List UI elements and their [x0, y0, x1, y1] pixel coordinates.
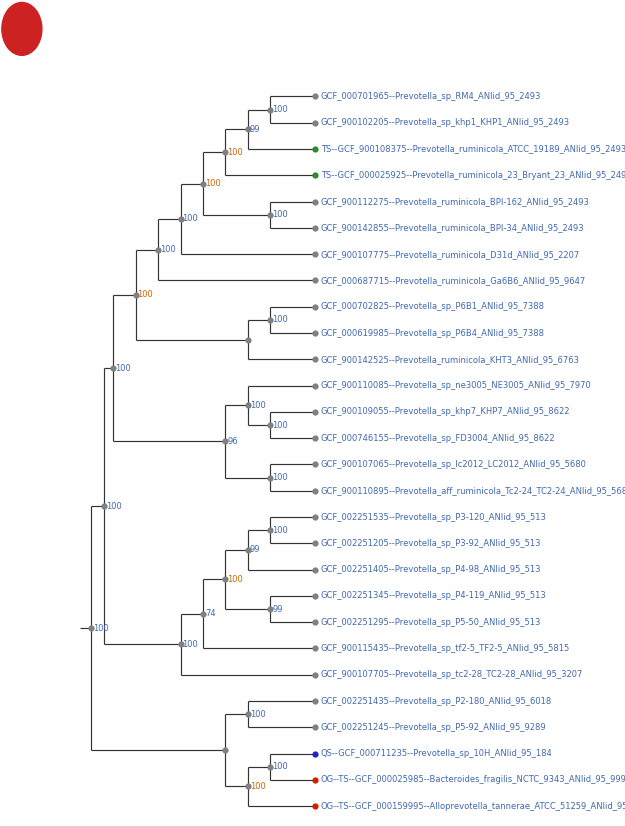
Text: 100: 100: [272, 420, 288, 430]
Text: GCF_002251295--Prevotella_sp_P5-50_ANlid_95_513: GCF_002251295--Prevotella_sp_P5-50_ANlid…: [321, 618, 541, 627]
Text: GCF_002251245--Prevotella_sp_P5-92_ANlid_95_9289: GCF_002251245--Prevotella_sp_P5-92_ANlid…: [321, 723, 546, 732]
Text: 100: 100: [250, 710, 266, 719]
Text: 100: 100: [205, 179, 221, 188]
Text: GCF_000701965--Prevotella_sp_RM4_ANlid_95_2493: GCF_000701965--Prevotella_sp_RM4_ANlid_9…: [321, 92, 541, 101]
Text: 96: 96: [228, 437, 238, 446]
Text: QS--GCF_000711235--Prevotella_sp_10H_ANlid_95_184: QS--GCF_000711235--Prevotella_sp_10H_ANl…: [321, 749, 552, 758]
Text: 100: 100: [272, 525, 288, 534]
Text: 100: 100: [182, 640, 198, 649]
Text: GCF_000619985--Prevotella_sp_P6B4_ANlid_95_7388: GCF_000619985--Prevotella_sp_P6B4_ANlid_…: [321, 329, 544, 338]
Text: TS--GCF_000025925--Prevotella_ruminicola_23_Bryant_23_ANlid_95_2493: TS--GCF_000025925--Prevotella_ruminicola…: [321, 171, 625, 180]
Text: GCF_900107705--Prevotella_sp_tc2-28_TC2-28_ANlid_95_3207: GCF_900107705--Prevotella_sp_tc2-28_TC2-…: [321, 670, 583, 679]
Text: GCF_900107065--Prevotella_sp_lc2012_LC2012_ANlid_95_5680: GCF_900107065--Prevotella_sp_lc2012_LC20…: [321, 460, 586, 469]
Text: GCF_000746155--Prevotella_sp_FD3004_ANlid_95_8622: GCF_000746155--Prevotella_sp_FD3004_ANli…: [321, 434, 555, 443]
Text: 100: 100: [272, 762, 288, 771]
Text: GCF_900102205--Prevotella_sp_khp1_KHP1_ANlid_95_2493: GCF_900102205--Prevotella_sp_khp1_KHP1_A…: [321, 118, 570, 127]
Text: GCF_900112275--Prevotella_ruminicola_BPI-162_ANlid_95_2493: GCF_900112275--Prevotella_ruminicola_BPI…: [321, 197, 589, 206]
Text: OG--TS--GCF_000159995--Alloprevotella_tannerae_ATCC_51259_ANlid_95_6910: OG--TS--GCF_000159995--Alloprevotella_ta…: [321, 802, 625, 810]
Text: 99: 99: [250, 545, 260, 554]
Text: TS--GCF_900108375--Prevotella_ruminicola_ATCC_19189_ANlid_95_2493: TS--GCF_900108375--Prevotella_ruminicola…: [321, 145, 625, 154]
Text: 100: 100: [272, 473, 288, 482]
Text: 100: 100: [115, 363, 131, 373]
Text: GCF_000702825--Prevotella_sp_P6B1_ANlid_95_7388: GCF_000702825--Prevotella_sp_P6B1_ANlid_…: [321, 302, 544, 311]
Text: GCF_900142855--Prevotella_ruminicola_BPI-34_ANlid_95_2493: GCF_900142855--Prevotella_ruminicola_BPI…: [321, 223, 584, 232]
Text: 74: 74: [205, 610, 216, 619]
Text: GCF_002251435--Prevotella_sp_P2-180_ANlid_95_6018: GCF_002251435--Prevotella_sp_P2-180_ANli…: [321, 696, 552, 705]
Text: 99: 99: [250, 125, 260, 134]
Text: 100: 100: [272, 211, 288, 219]
Text: 100: 100: [160, 245, 176, 254]
Text: GCF_000687715--Prevotella_ruminicola_Ga6B6_ANlid_95_9647: GCF_000687715--Prevotella_ruminicola_Ga6…: [321, 276, 586, 285]
Text: GCF_900110895--Prevotella_aff_ruminicola_Tc2-24_TC2-24_ANlid_95_5680: GCF_900110895--Prevotella_aff_ruminicola…: [321, 487, 625, 496]
Text: GCF_900115435--Prevotella_sp_tf2-5_TF2-5_ANlid_95_5815: GCF_900115435--Prevotella_sp_tf2-5_TF2-5…: [321, 644, 570, 653]
Text: GCF_900110085--Prevotella_sp_ne3005_NE3005_ANlid_95_7970: GCF_900110085--Prevotella_sp_ne3005_NE30…: [321, 381, 591, 390]
Text: 100: 100: [92, 624, 109, 633]
Text: 100: 100: [272, 105, 288, 114]
Text: 100: 100: [182, 215, 198, 223]
Text: GCF_900109055--Prevotella_sp_khp7_KHP7_ANlid_95_8622: GCF_900109055--Prevotella_sp_khp7_KHP7_A…: [321, 407, 570, 416]
Text: GCF_900142525--Prevotella_ruminicola_KHT3_ANlid_95_6763: GCF_900142525--Prevotella_ruminicola_KHT…: [321, 355, 579, 364]
Text: 100: 100: [272, 316, 288, 325]
Text: 99: 99: [272, 605, 282, 614]
Text: 2a: 2a: [13, 22, 31, 36]
Text: GCF_002251345--Prevotella_sp_P4-119_ANlid_95_513: GCF_002251345--Prevotella_sp_P4-119_ANli…: [321, 591, 546, 601]
Text: 100: 100: [228, 148, 243, 157]
Text: 100: 100: [106, 501, 122, 510]
Text: 100: 100: [250, 782, 266, 791]
Text: GCF_002251405--Prevotella_sp_P4-98_ANlid_95_513: GCF_002251405--Prevotella_sp_P4-98_ANlid…: [321, 565, 541, 574]
Text: 100: 100: [138, 290, 153, 299]
Text: GCF_002251535--Prevotella_sp_P3-120_ANlid_95_513: GCF_002251535--Prevotella_sp_P3-120_ANli…: [321, 513, 546, 521]
Text: OG--TS--GCF_000025985--Bacteroides_fragilis_NCTC_9343_ANlid_95_999: OG--TS--GCF_000025985--Bacteroides_fragi…: [321, 776, 625, 785]
Text: GCF_002251205--Prevotella_sp_P3-92_ANlid_95_513: GCF_002251205--Prevotella_sp_P3-92_ANlid…: [321, 539, 541, 548]
Text: 100: 100: [250, 401, 266, 410]
Text: GCF_900107775--Prevotella_ruminicola_D31d_ANlid_95_2207: GCF_900107775--Prevotella_ruminicola_D31…: [321, 249, 580, 259]
Text: 100: 100: [228, 575, 243, 584]
